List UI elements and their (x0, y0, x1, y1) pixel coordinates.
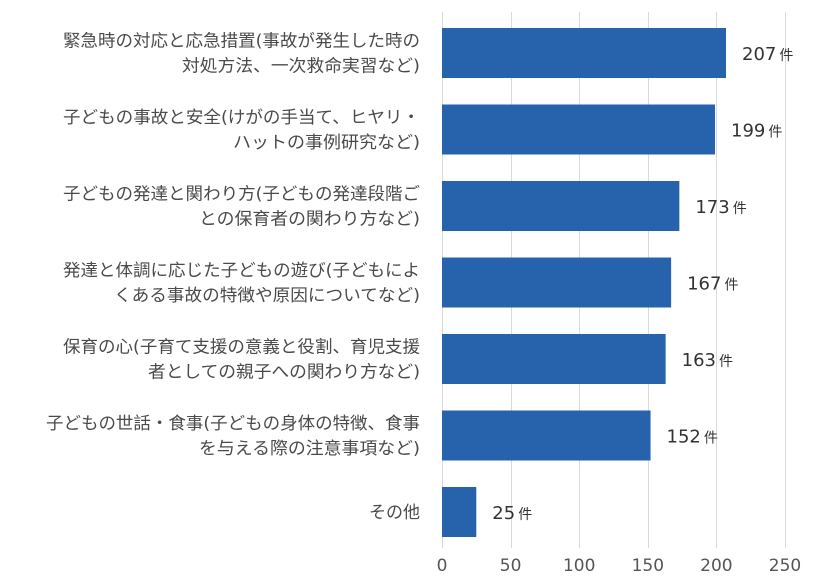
value-number: 173 (695, 197, 729, 218)
category-label: 者としての親子への関わり方など) (148, 363, 420, 383)
category-label: 子どもの発達と関わり方(子どもの発達段階ご (63, 185, 420, 205)
category-label: との保育者の関わり方など) (199, 210, 420, 230)
x-axis-ticks: 0 50 100 150 200 250 (437, 556, 802, 576)
category-label: 保育の心(子育て支援の意義と役割、育児支援 (63, 338, 420, 358)
x-tick-label: 50 (500, 556, 522, 576)
value-label: 167 件 (687, 274, 738, 295)
value-label: 163 件 (682, 350, 733, 371)
value-unit: 件 (768, 125, 782, 141)
value-label: 173 件 (695, 197, 746, 218)
x-tick-label: 0 (437, 556, 448, 576)
value-label: 207 件 (742, 44, 793, 65)
value-unit: 件 (719, 354, 733, 370)
value-number: 163 (682, 350, 716, 371)
category-label: その他 (369, 503, 420, 523)
category-label: ハットの事例研究など) (233, 133, 420, 153)
bar (442, 410, 651, 461)
category-label: 緊急時の対応と応急措置(事故が発生した時の (63, 32, 420, 52)
category-label: 子どもの事故と安全(けがの手当て、ヒヤリ・ (63, 108, 420, 128)
value-number: 207 (742, 44, 776, 65)
category-label: 発達と体調に応じた子どもの遊び(子どもによ (63, 261, 420, 281)
bar (442, 487, 477, 537)
x-tick-label: 100 (563, 556, 595, 576)
value-number: 167 (687, 274, 721, 295)
value-number: 25 (492, 503, 515, 524)
bar (442, 104, 716, 155)
value-unit: 件 (733, 201, 747, 217)
value-unit: 件 (704, 431, 718, 447)
value-unit: 件 (779, 48, 793, 64)
category-label: を与える際の注意事項など) (199, 439, 420, 459)
bars (442, 28, 727, 537)
bar (442, 28, 727, 78)
bar (442, 257, 672, 308)
bar (442, 181, 680, 231)
x-tick-label: 150 (632, 556, 664, 576)
value-label: 152 件 (667, 427, 718, 448)
category-label: 対処方法、一次救命実習など) (182, 57, 420, 77)
value-number: 199 (731, 121, 765, 142)
value-unit: 件 (518, 507, 532, 523)
category-label: 子どもの世話・食事(子どもの身体の特徴、食事 (46, 414, 420, 434)
x-tick-label: 250 (769, 556, 801, 576)
x-tick-label: 200 (700, 556, 732, 576)
bar (442, 334, 666, 384)
category-label: くある事故の特徴や原因についてなど) (114, 286, 420, 306)
value-label: 25 件 (492, 503, 532, 524)
value-number: 152 (667, 427, 701, 448)
value-unit: 件 (724, 278, 738, 294)
value-label: 199 件 (731, 121, 782, 142)
